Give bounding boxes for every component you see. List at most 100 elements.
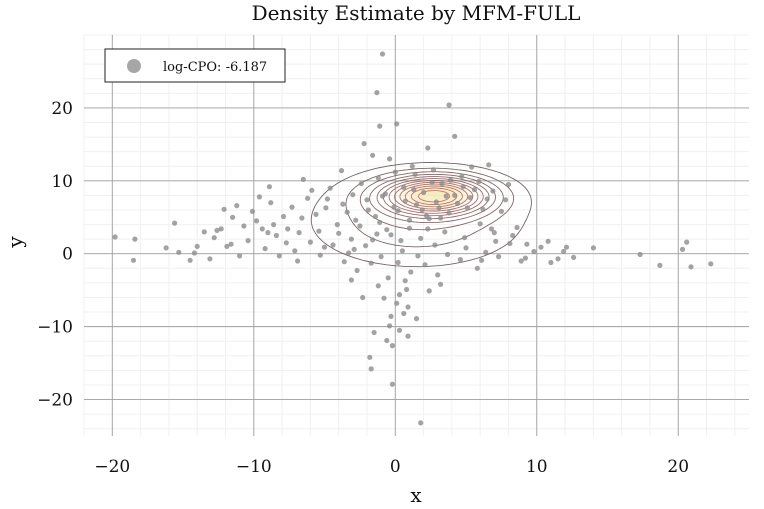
data-point — [405, 333, 411, 339]
data-point — [708, 261, 714, 267]
data-point — [361, 141, 367, 147]
data-point — [399, 248, 405, 254]
data-point — [313, 211, 319, 217]
data-point — [276, 253, 282, 259]
y-axis-label: y — [3, 236, 27, 249]
data-point — [426, 288, 432, 294]
data-point — [433, 199, 439, 205]
data-point — [228, 241, 234, 247]
data-point — [224, 243, 230, 249]
data-point — [442, 229, 448, 235]
data-point — [464, 205, 470, 211]
data-point — [341, 259, 347, 265]
data-point — [503, 197, 509, 203]
data-point — [370, 237, 376, 243]
data-point — [545, 238, 551, 244]
data-point — [430, 167, 437, 173]
data-point — [130, 257, 137, 263]
data-point — [684, 239, 690, 245]
data-point — [112, 234, 118, 240]
data-point — [379, 51, 386, 57]
data-point — [384, 337, 390, 344]
data-point — [402, 198, 408, 204]
data-point — [476, 178, 482, 185]
data-point — [406, 217, 412, 223]
data-point — [201, 229, 207, 235]
data-point — [467, 195, 473, 201]
data-point — [176, 249, 182, 255]
data-point — [483, 249, 489, 255]
density-contour — [382, 178, 484, 217]
data-point — [316, 228, 322, 234]
legend-marker — [127, 59, 141, 73]
data-point — [187, 257, 193, 263]
data-point — [377, 123, 383, 129]
data-point — [374, 231, 380, 237]
data-point — [395, 208, 401, 214]
data-point — [230, 214, 236, 220]
data-point — [443, 193, 449, 199]
data-point — [429, 179, 435, 185]
data-point — [524, 241, 530, 247]
data-point — [469, 164, 475, 170]
data-point — [471, 187, 478, 193]
data-point — [375, 283, 381, 289]
x-tick-label: 10 — [526, 457, 548, 477]
data-point — [404, 286, 410, 293]
y-tick-label: 10 — [51, 172, 73, 192]
data-point — [371, 329, 377, 336]
data-point — [479, 257, 485, 263]
data-point — [132, 236, 138, 242]
data-point — [388, 313, 394, 319]
data-point — [241, 223, 247, 229]
data-point — [307, 239, 313, 245]
data-point — [422, 262, 428, 268]
data-point — [221, 206, 227, 212]
data-point — [351, 246, 357, 252]
data-point — [323, 205, 329, 211]
data-point — [394, 300, 400, 306]
data-point — [299, 215, 305, 221]
y-tick-label: −20 — [37, 391, 73, 411]
data-point — [289, 204, 295, 210]
data-point — [327, 185, 333, 191]
data-point — [387, 156, 393, 162]
density-contour — [376, 176, 490, 220]
data-point — [365, 207, 371, 213]
data-point — [172, 220, 178, 226]
data-point — [191, 250, 197, 256]
data-point — [396, 327, 403, 333]
chart-title: Density Estimate by MFM-FULL — [252, 1, 581, 25]
data-point — [446, 210, 452, 216]
data-point — [280, 213, 287, 220]
data-point — [375, 175, 381, 181]
data-point — [378, 254, 384, 260]
x-tick-label: 20 — [667, 457, 689, 477]
data-point — [402, 278, 408, 284]
data-point — [396, 292, 403, 298]
data-point — [336, 230, 342, 236]
data-point — [439, 181, 445, 187]
data-point — [418, 235, 424, 241]
data-point — [194, 243, 200, 249]
data-point — [357, 223, 363, 229]
data-point — [432, 242, 438, 248]
data-point — [266, 184, 272, 190]
data-point — [488, 226, 495, 232]
data-point — [505, 181, 512, 188]
legend: log-CPO: -6.187 — [104, 48, 286, 83]
data-point — [522, 255, 529, 261]
data-point — [425, 226, 431, 232]
data-point — [381, 295, 387, 301]
data-point — [435, 272, 441, 278]
data-point — [259, 226, 265, 232]
data-point — [408, 269, 414, 275]
data-point — [477, 221, 483, 227]
data-point — [379, 193, 386, 199]
data-point — [425, 145, 431, 151]
data-point — [395, 259, 401, 266]
data-point — [447, 177, 454, 183]
data-point — [348, 277, 354, 283]
data-point — [462, 235, 468, 241]
data-point — [346, 250, 352, 256]
